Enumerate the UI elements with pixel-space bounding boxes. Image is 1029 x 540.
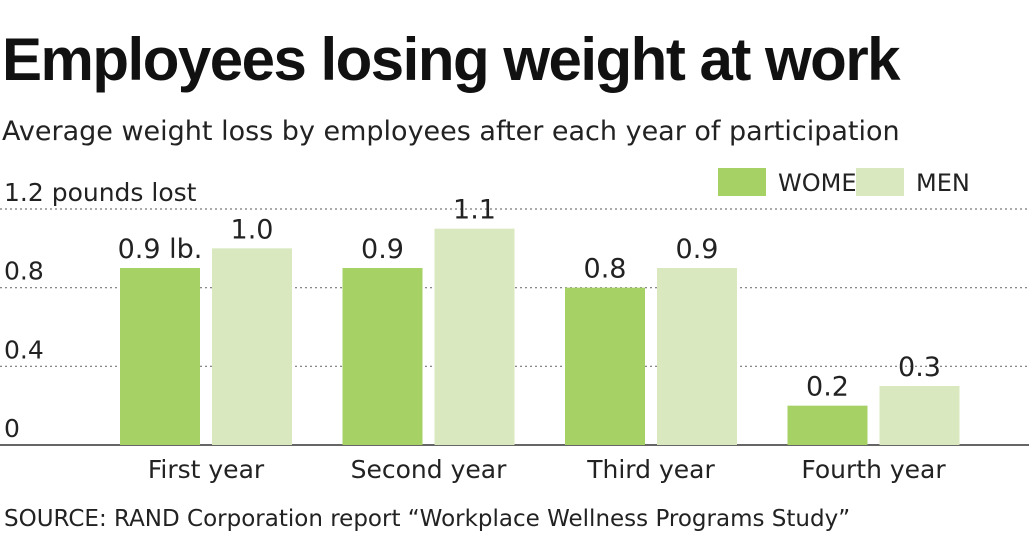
x-tick-label: Third year <box>586 455 715 484</box>
data-label: 0.2 <box>806 372 849 403</box>
bar-men <box>657 267 737 445</box>
data-label: 0.3 <box>898 352 941 383</box>
data-label: 0.9 lb. <box>118 234 203 265</box>
legend-label-men: MEN <box>916 169 970 197</box>
chart-title: Employees losing weight at work <box>2 26 901 93</box>
bar-men <box>212 248 292 445</box>
bar-men <box>879 385 960 445</box>
bar-men <box>434 228 515 445</box>
x-tick-label: Second year <box>351 455 507 484</box>
legend-swatch-men <box>856 168 904 196</box>
data-label: 0.9 <box>361 234 404 265</box>
bar-women <box>120 267 200 445</box>
bar-women <box>787 405 868 445</box>
source-note: SOURCE: RAND Corporation report “Workpla… <box>4 506 851 532</box>
bar-women <box>565 287 645 445</box>
y-tick-label: 0.4 <box>4 335 44 364</box>
chart-subtitle: Average weight loss by employees after e… <box>2 116 900 147</box>
legend-swatch-women <box>718 168 766 196</box>
data-label: 1.1 <box>453 195 496 226</box>
x-tick-label: Fourth year <box>801 455 946 484</box>
x-tick-label: First year <box>148 455 265 484</box>
data-label: 0.9 <box>676 234 719 265</box>
y-tick-label: 0.8 <box>4 257 44 286</box>
y-tick-label: 0 <box>4 414 20 443</box>
data-label: 0.8 <box>584 254 627 285</box>
bar-women <box>342 267 423 445</box>
y-tick-label: 1.2 pounds lost <box>4 178 197 207</box>
data-label: 1.0 <box>231 214 274 245</box>
